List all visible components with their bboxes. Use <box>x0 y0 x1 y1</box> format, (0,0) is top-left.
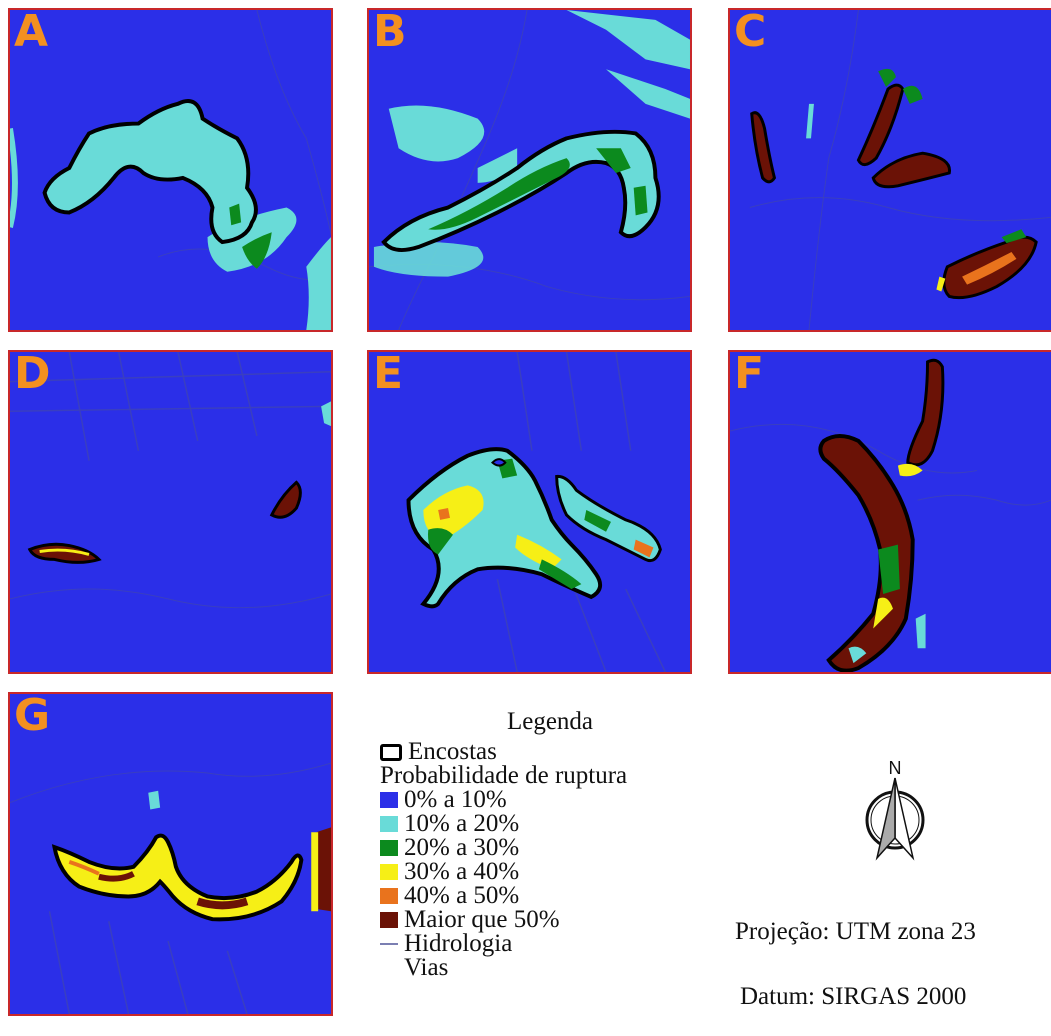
legend-class-label: Maior que 50% <box>404 906 560 933</box>
legend-swatch <box>380 840 398 856</box>
encostas-outline-icon <box>380 743 402 761</box>
legend: Legenda Encostas Probabilidade de ruptur… <box>380 708 720 981</box>
map-f-raster <box>730 358 1051 672</box>
legend-class-label: 0% a 10% <box>404 786 507 813</box>
north-label: N <box>889 758 902 778</box>
legend-class-item: 30% a 40% <box>380 858 720 885</box>
legend-class-item: 0% a 10% <box>380 786 720 813</box>
map-panel-e: E <box>367 350 692 674</box>
legend-class-label: 20% a 30% <box>404 834 520 861</box>
panel-letter: B <box>373 8 407 57</box>
north-arrow-icon: N <box>865 758 925 861</box>
projection-text: Projeção: UTM zona 23 <box>735 918 976 945</box>
map-b-raster <box>369 10 690 330</box>
panel-letter: E <box>373 350 404 399</box>
legend-title: Legenda <box>506 708 594 735</box>
legend-class-label: 40% a 50% <box>404 882 520 909</box>
map-panel-a: A <box>8 8 333 332</box>
legend-class-item: 10% a 20% <box>380 810 720 837</box>
legend-swatch <box>380 816 398 832</box>
legend-class-item: 20% a 30% <box>380 834 720 861</box>
legend-swatch <box>380 912 398 928</box>
legend-swatch <box>380 888 398 904</box>
legend-subtitle: Probabilidade de ruptura <box>380 762 628 789</box>
panel-letter: D <box>14 350 51 399</box>
map-panel-d: D <box>8 350 333 674</box>
legend-encostas: Encostas <box>380 738 720 765</box>
legend-class-item: Maior que 50% <box>380 906 720 933</box>
map-panel-c: C <box>728 8 1051 332</box>
hidrologia-line-icon <box>380 943 398 945</box>
map-d-raster <box>10 352 331 609</box>
map-panel-b: B <box>367 8 692 332</box>
panel-letter: F <box>734 350 765 399</box>
panel-letter: C <box>734 8 767 57</box>
legend-encostas-label: Encostas <box>408 738 497 765</box>
legend-swatch <box>380 792 398 808</box>
map-panel-f: F <box>728 350 1051 674</box>
legend-swatch <box>380 864 398 880</box>
legend-vias-label: Vias <box>404 954 449 981</box>
legend-class-item: 40% a 50% <box>380 882 720 909</box>
legend-subtitle-row: Probabilidade de ruptura <box>380 762 720 789</box>
panel-letter: A <box>14 8 49 57</box>
legend-class-label: 30% a 40% <box>404 858 520 885</box>
panel-letter: G <box>14 692 51 741</box>
map-g-raster <box>10 762 331 1014</box>
legend-vias: Vias <box>380 954 720 981</box>
legend-hidrologia: Hidrologia <box>380 930 720 957</box>
legend-classes: 0% a 10% 10% a 20% 20% a 30% 30% a 40% 40% a… <box>380 786 720 933</box>
map-c-raster <box>749 10 1051 330</box>
legend-class-label: 10% a 20% <box>404 810 520 837</box>
datum-text: Datum: SIRGAS 2000 <box>740 983 967 1010</box>
map-panel-g: G <box>8 692 333 1016</box>
map-a-raster <box>10 10 331 330</box>
map-e-raster <box>406 352 666 672</box>
legend-hidrologia-label: Hidrologia <box>404 930 513 957</box>
